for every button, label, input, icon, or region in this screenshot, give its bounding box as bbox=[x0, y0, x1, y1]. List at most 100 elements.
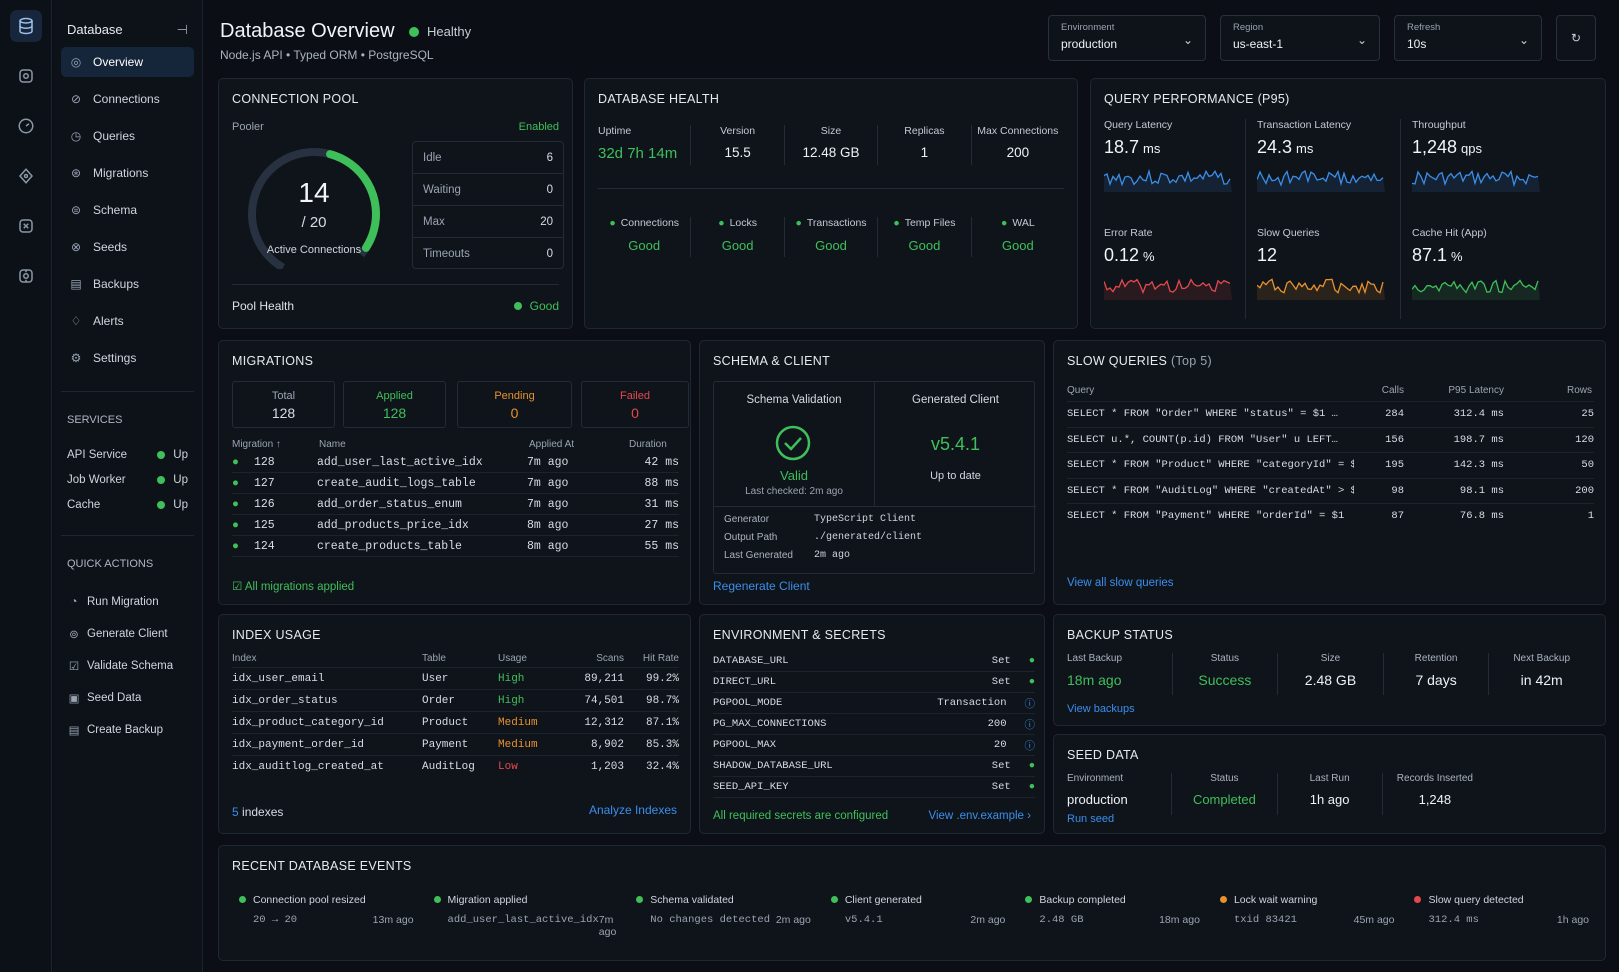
view-env-example-link[interactable]: View .env.example › bbox=[928, 810, 1031, 822]
stat-value: 1 bbox=[920, 145, 929, 160]
col-header: Scans bbox=[596, 653, 624, 664]
stat-value: Success bbox=[1198, 672, 1252, 688]
index-t: Payment bbox=[422, 738, 469, 751]
box-icon[interactable] bbox=[10, 60, 42, 92]
env-value: Set bbox=[991, 655, 1011, 667]
status-dot bbox=[239, 896, 246, 903]
info-icon: ⓘ bbox=[1024, 698, 1036, 711]
card-title: INDEX USAGE bbox=[232, 628, 321, 642]
create-backup-button[interactable]: ▤ Create Backup bbox=[53, 714, 202, 746]
bell-icon: ♢ bbox=[70, 314, 82, 328]
select-value: production bbox=[1061, 37, 1118, 51]
regenerate-client-link[interactable]: Regenerate Client bbox=[713, 579, 810, 593]
analyze-indexes-button[interactable]: Analyze Indexes bbox=[588, 803, 677, 817]
active-label: Active Connections bbox=[266, 244, 362, 256]
seed-data-button[interactable]: ▣ Seed Data bbox=[53, 682, 202, 714]
check-icon: ● bbox=[232, 477, 239, 489]
view-slow-queries-link[interactable]: View all slow queries bbox=[1067, 577, 1174, 589]
table-row: PGPOOL_MAX 20 ⓘ bbox=[713, 735, 1035, 756]
region-select[interactable]: Region us-east-1 ⌄ bbox=[1220, 15, 1380, 61]
performance-metrics: Query Latency 18.7 ms Transaction Latency 24… bbox=[1091, 115, 1607, 325]
count-label: indexes bbox=[242, 805, 284, 819]
check-value: Good bbox=[721, 238, 754, 253]
migration-applied: 8m ago bbox=[527, 539, 569, 553]
stat-label: Last Backup bbox=[1067, 653, 1123, 664]
stat-label: Last Run bbox=[1309, 773, 1350, 784]
sparkline bbox=[1103, 278, 1232, 300]
pool-health-value: Good bbox=[513, 299, 559, 313]
nav-backups[interactable]: ▤ Backups bbox=[61, 269, 194, 299]
metric-value: 1,248 qps bbox=[1412, 137, 1552, 158]
sparkline bbox=[1411, 169, 1540, 192]
stat-row: Max 20 bbox=[413, 206, 563, 238]
nav-seeds[interactable]: ⊗ Seeds bbox=[61, 232, 194, 262]
table-row: SELECT * FROM "AuditLog" WHERE "createdA… bbox=[1067, 477, 1594, 504]
run-seed-link[interactable]: Run seed bbox=[1067, 813, 1115, 825]
environment-select[interactable]: Environment production ⌄ bbox=[1048, 15, 1206, 61]
shield-icon[interactable] bbox=[10, 210, 42, 242]
stat-value: 200 bbox=[1006, 145, 1030, 160]
collapse-icon[interactable]: ⊣ bbox=[176, 22, 188, 37]
index-s: 1,203 bbox=[590, 760, 624, 773]
connection-pool-card: CONNECTION POOL Pooler Enabled 14 / 20 A… bbox=[218, 78, 573, 329]
nav-alerts[interactable]: ♢ Alerts bbox=[61, 306, 194, 336]
database-icon[interactable] bbox=[9, 10, 42, 42]
stat-label: Records Inserted bbox=[1396, 773, 1473, 784]
settings-icon[interactable] bbox=[10, 260, 42, 292]
page-subtitle: Node.js API • Typed ORM • PostgreSQL bbox=[220, 48, 434, 62]
gauge-icon[interactable] bbox=[10, 110, 42, 142]
col-applied: Applied At bbox=[529, 439, 575, 450]
check-label: ● Temp Files bbox=[878, 217, 970, 229]
nav-migrations[interactable]: ⊛ Migrations bbox=[61, 158, 194, 188]
stat-value: 18m ago bbox=[1067, 672, 1122, 688]
nav-overview[interactable]: ◎ Overview bbox=[61, 47, 194, 77]
event-title: Lock wait warning bbox=[1219, 894, 1395, 906]
network-icon[interactable] bbox=[10, 160, 42, 192]
value: 12 bbox=[1257, 245, 1278, 265]
index-u: High bbox=[498, 694, 525, 707]
view-backups-link[interactable]: View backups bbox=[1067, 703, 1135, 715]
card-title: QUERY PERFORMANCE (P95) bbox=[1104, 92, 1290, 106]
table-row: SELECT * FROM "Order" WHERE "status" = $… bbox=[1067, 401, 1594, 427]
stat-label: Size bbox=[820, 125, 842, 137]
migration-name: add_user_last_active_idx bbox=[317, 455, 483, 469]
event-title: Client generated bbox=[830, 894, 1006, 906]
migrations-footer: ☑ All migrations applied bbox=[232, 579, 354, 593]
pooler-status: Enabled bbox=[518, 121, 559, 133]
health-check: ● Transactions Good bbox=[783, 217, 877, 257]
table-row: DATABASE_URL Set ● bbox=[713, 651, 1035, 672]
stat-value: production bbox=[1067, 792, 1128, 807]
health-check: ● Locks Good bbox=[690, 217, 783, 257]
health-stat: Uptime 32d 7h 14m bbox=[598, 125, 690, 165]
refresh-select[interactable]: Refresh 10s ⌄ bbox=[1394, 15, 1542, 61]
nav-settings[interactable]: ⚙ Settings bbox=[61, 343, 194, 373]
valid-status: Valid bbox=[780, 468, 808, 483]
sparkline-line bbox=[1411, 279, 1539, 294]
check-label: ● Connections bbox=[598, 217, 690, 229]
migration-duration: 27 ms bbox=[644, 518, 679, 532]
health-check: ● Connections Good bbox=[598, 217, 690, 257]
migration-duration: 88 ms bbox=[644, 476, 679, 490]
migration-name: add_products_price_idx bbox=[317, 518, 469, 532]
validate-schema-button[interactable]: ☑ Validate Schema bbox=[53, 650, 202, 682]
nav-connections[interactable]: ⊘ Connections bbox=[61, 84, 194, 114]
run-migration-button[interactable]: ◔ Run Migration bbox=[53, 586, 202, 618]
stat-label: Max Connections bbox=[977, 125, 1059, 137]
meta-value: ./generated/client bbox=[814, 532, 923, 543]
generate-client-button[interactable]: ⊚ Generate Client bbox=[53, 618, 202, 650]
stat-row: Timeouts 0 bbox=[413, 238, 563, 270]
queries-icon: ◷ bbox=[70, 129, 82, 143]
meta-value: 2m ago bbox=[814, 550, 851, 561]
summary-pending: Pending 0 bbox=[457, 381, 572, 428]
nav-queries[interactable]: ◷ Queries bbox=[61, 121, 194, 151]
env-value: Set bbox=[991, 676, 1011, 688]
divider bbox=[714, 506, 1036, 507]
nav-schema[interactable]: ⊜ Schema bbox=[61, 195, 194, 225]
index-i: idx_user_email bbox=[232, 672, 325, 685]
check-icon: ☑ bbox=[232, 581, 243, 593]
check-label: ● Locks bbox=[691, 217, 783, 229]
metric-label: Throughput bbox=[1412, 119, 1466, 131]
stat-value: 6 bbox=[546, 151, 553, 164]
refresh-button[interactable]: ↻ bbox=[1556, 15, 1596, 61]
service-status: Up bbox=[173, 498, 188, 511]
